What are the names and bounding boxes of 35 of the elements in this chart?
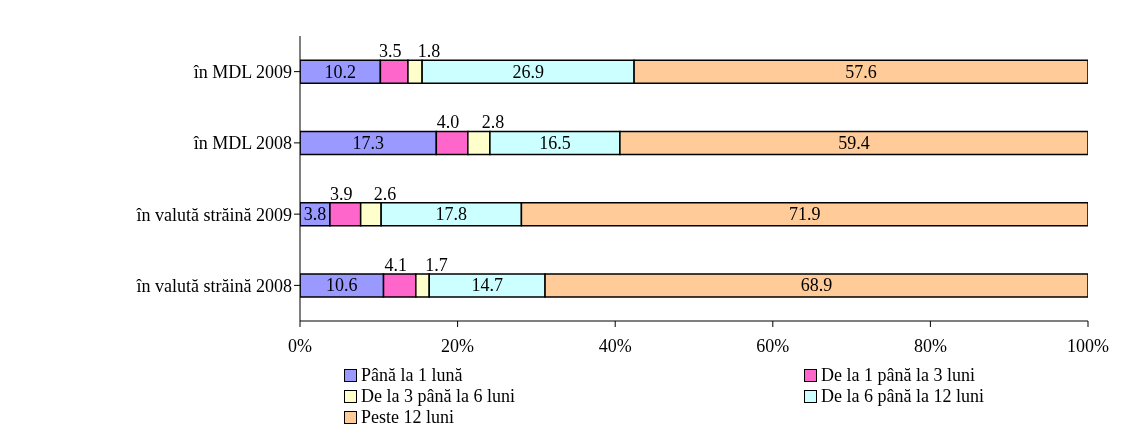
data-label: 17.3 (352, 132, 384, 153)
data-label: 2.8 (481, 112, 505, 133)
data-label: 1.7 (425, 254, 448, 275)
data-label: 26.9 (512, 61, 544, 82)
data-label: 14.7 (471, 275, 503, 296)
data-label: 10.6 (326, 275, 358, 296)
x-tick-label: 0% (288, 335, 312, 356)
y-tick-label: în valută străină 2008 (135, 275, 292, 296)
data-label: 57.6 (845, 61, 877, 82)
legend-label: De la 1 până la 3 luni (821, 365, 975, 386)
data-label: 4.0 (436, 112, 460, 133)
x-tick-label: 100% (1067, 335, 1109, 356)
data-label: 3.9 (330, 183, 353, 204)
y-tick-label: în valută străină 2009 (135, 204, 292, 225)
data-label: 10.2 (324, 61, 356, 82)
data-label: 71.9 (788, 204, 821, 225)
data-label: 3.8 (303, 204, 327, 225)
data-label: 3.5 (378, 41, 402, 62)
data-label: 68.9 (800, 275, 833, 296)
data-label: 1.8 (417, 41, 441, 62)
x-tick-label: 60% (756, 335, 790, 356)
x-tick-label: 80% (913, 335, 947, 356)
data-label: 59.4 (838, 132, 870, 153)
y-tick-label: în MDL 2008 (192, 133, 292, 154)
data-label: 2.6 (373, 183, 397, 204)
data-label: 17.8 (435, 204, 468, 225)
x-tick-label: 40% (598, 335, 632, 356)
data-label: 4.1 (384, 254, 407, 275)
y-tick-label: în MDL 2009 (192, 62, 292, 83)
x-tick-label: 20% (441, 335, 475, 356)
legend-label: Până la 1 lună (361, 365, 463, 386)
legend-label: De la 6 până la 12 luni (821, 386, 984, 407)
legend-label: De la 3 până la 6 luni (361, 386, 515, 407)
data-label: 16.5 (539, 132, 571, 153)
legend-label: Peste 12 luni (361, 407, 454, 428)
